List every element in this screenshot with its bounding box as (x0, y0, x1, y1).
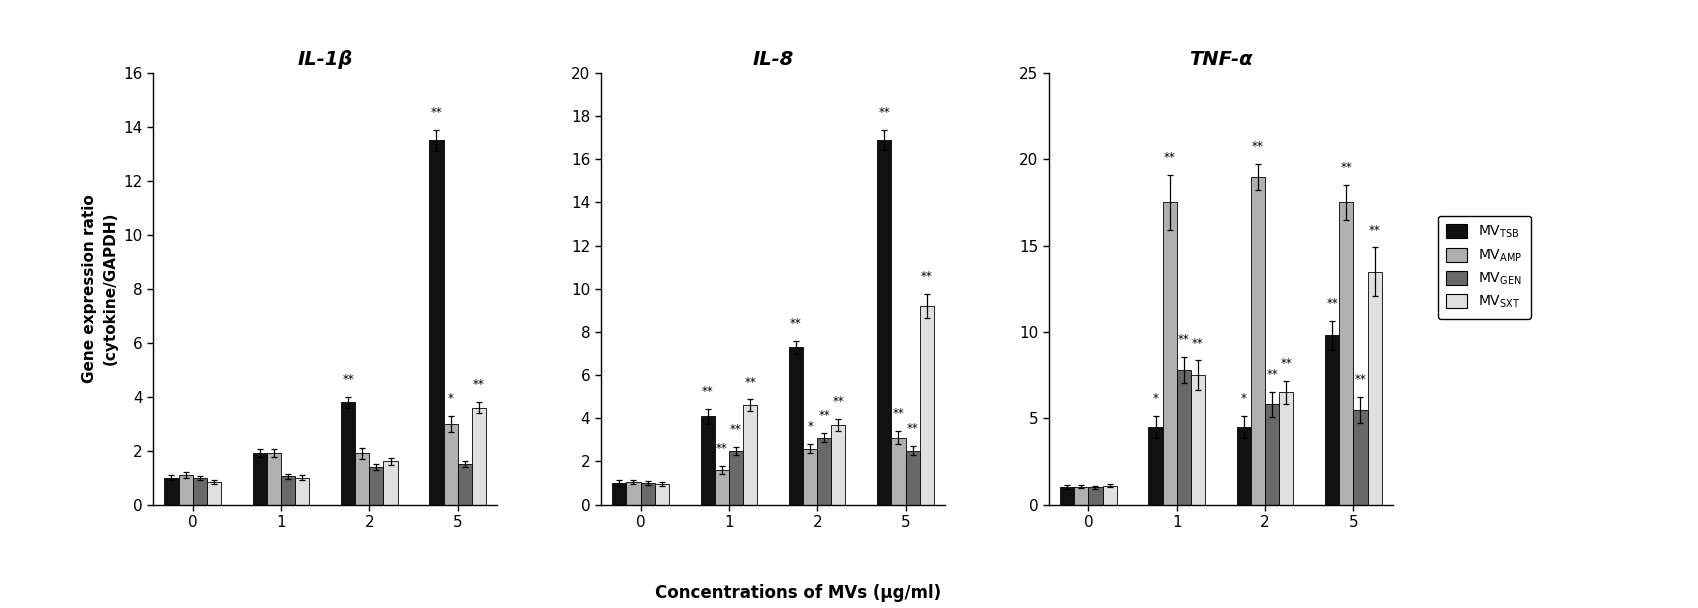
Text: *: * (1151, 392, 1158, 405)
Bar (1236, 427, 1250, 505)
Text: **: ** (730, 423, 742, 436)
Bar (876, 140, 891, 505)
Bar (192, 478, 207, 505)
Text: **: ** (1177, 333, 1189, 346)
Bar (1324, 336, 1338, 505)
Bar (700, 416, 715, 505)
Bar (1265, 404, 1279, 505)
Text: *: * (447, 392, 453, 405)
Text: **: ** (430, 106, 441, 119)
Text: **: ** (1353, 373, 1365, 386)
Text: **: ** (891, 407, 903, 421)
Bar (295, 478, 309, 505)
Text: **: ** (1369, 224, 1380, 237)
Text: **: ** (1163, 151, 1175, 164)
Bar (654, 484, 669, 505)
Bar (1250, 176, 1265, 505)
Text: **: ** (818, 409, 830, 422)
Bar (355, 454, 368, 505)
Bar (341, 402, 355, 505)
Bar (1148, 427, 1161, 505)
Title: IL-8: IL-8 (752, 50, 793, 69)
Bar (1177, 370, 1190, 505)
Text: **: ** (744, 376, 756, 389)
Text: **: ** (1265, 368, 1277, 381)
Bar (640, 483, 654, 505)
Bar (715, 470, 728, 505)
Bar (1073, 486, 1088, 505)
Text: **: ** (1340, 161, 1352, 174)
Legend: MV$_\mathsf{TSB}$, MV$_\mathsf{AMP}$, MV$_\mathsf{GEN}$, MV$_\mathsf{SXT}$: MV$_\mathsf{TSB}$, MV$_\mathsf{AMP}$, MV… (1437, 216, 1530, 319)
Title: TNF-α: TNF-α (1189, 50, 1251, 69)
Bar (830, 425, 846, 505)
Bar (611, 483, 627, 505)
Text: *: * (1240, 392, 1246, 405)
Bar (457, 464, 472, 505)
Text: **: ** (472, 378, 484, 391)
Bar (1338, 202, 1353, 505)
Bar (1353, 410, 1367, 505)
Bar (280, 476, 295, 505)
Bar (1088, 488, 1102, 505)
Title: IL-1β: IL-1β (297, 50, 353, 69)
Bar (817, 438, 830, 505)
Bar (368, 467, 384, 505)
Text: **: ** (907, 422, 919, 435)
Bar (443, 424, 457, 505)
Bar (919, 306, 934, 505)
Text: **: ** (920, 271, 932, 283)
Bar (1161, 202, 1177, 505)
Bar (165, 478, 178, 505)
Bar (788, 347, 803, 505)
Text: **: ** (341, 373, 353, 386)
Text: **: ** (701, 385, 713, 398)
Bar (905, 451, 919, 505)
Text: **: ** (790, 317, 801, 330)
Bar (803, 449, 817, 505)
Bar (742, 406, 757, 505)
Bar (253, 454, 267, 505)
Bar (891, 438, 905, 505)
Text: **: ** (1251, 140, 1263, 153)
Bar (1190, 375, 1204, 505)
Bar (1279, 392, 1292, 505)
Text: Concentrations of MVs (μg/ml): Concentrations of MVs (μg/ml) (655, 584, 941, 602)
Text: **: ** (832, 395, 844, 408)
Text: **: ** (1326, 297, 1338, 310)
Bar (1367, 272, 1380, 505)
Bar (267, 454, 280, 505)
Y-axis label: Gene expression ratio
(cytokine/GAPDH): Gene expression ratio (cytokine/GAPDH) (82, 195, 117, 383)
Bar (627, 482, 640, 505)
Bar (1060, 488, 1073, 505)
Text: *: * (807, 420, 813, 433)
Text: **: ** (1280, 358, 1292, 370)
Bar (384, 461, 397, 505)
Bar (430, 140, 443, 505)
Text: **: ** (878, 106, 890, 119)
Bar (728, 451, 742, 505)
Bar (207, 482, 221, 505)
Text: **: ** (1192, 337, 1204, 350)
Text: **: ** (715, 443, 727, 455)
Bar (1102, 486, 1116, 505)
Bar (472, 407, 486, 505)
Bar (178, 475, 192, 505)
